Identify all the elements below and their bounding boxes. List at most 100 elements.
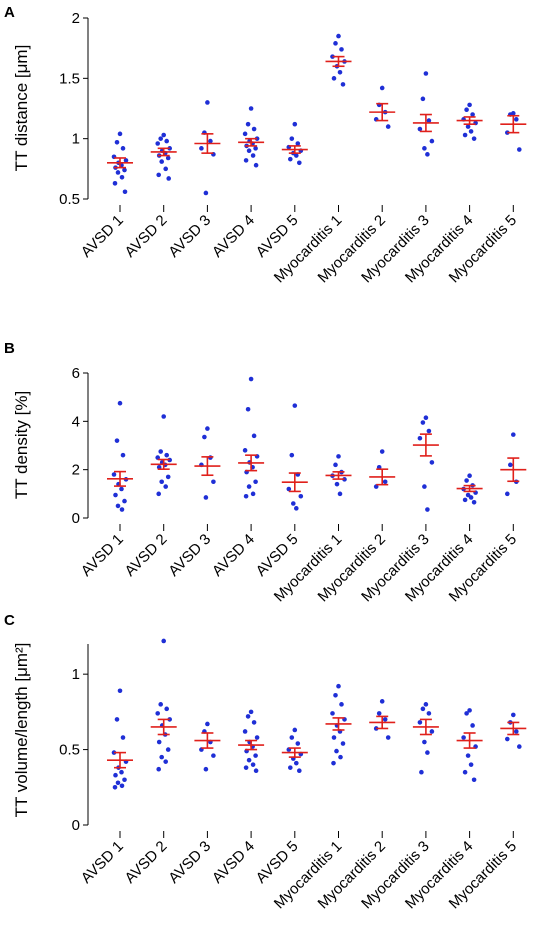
data-point <box>205 721 210 727</box>
data-point <box>465 753 471 758</box>
data-point <box>248 376 254 382</box>
data-point <box>425 152 430 157</box>
data-point <box>164 706 169 712</box>
data-point <box>158 702 163 707</box>
data-point <box>426 428 432 434</box>
data-point <box>294 506 299 511</box>
data-point <box>471 136 477 141</box>
x-tick-label: AVSD 4 <box>209 838 258 887</box>
y-axis-label: TT volume/length [μm²] <box>12 643 31 818</box>
data-point <box>338 754 343 760</box>
data-point <box>292 403 298 408</box>
data-point <box>119 174 125 180</box>
data-point <box>429 729 435 734</box>
data-point <box>420 420 426 425</box>
data-point <box>120 452 126 458</box>
data-point <box>385 735 391 740</box>
x-tick-label: AVSD 1 <box>78 838 127 887</box>
data-point <box>242 131 248 137</box>
data-point <box>331 760 336 766</box>
data-point <box>246 757 252 763</box>
data-point <box>159 754 164 760</box>
data-point <box>112 784 118 790</box>
data-point <box>291 501 296 506</box>
data-point <box>336 683 341 689</box>
data-point <box>470 112 475 117</box>
data-point <box>254 735 260 740</box>
data-point <box>245 406 251 412</box>
data-point <box>119 783 125 789</box>
data-point <box>511 712 516 718</box>
data-point <box>467 708 472 713</box>
data-point <box>161 414 166 419</box>
data-point <box>117 131 123 137</box>
data-point <box>379 449 385 454</box>
data-point <box>382 717 388 722</box>
data-point <box>464 478 469 483</box>
data-point <box>251 720 257 725</box>
data-point <box>163 759 168 764</box>
data-point <box>423 702 429 707</box>
data-point <box>297 160 302 166</box>
data-point <box>511 432 516 437</box>
data-point <box>286 486 292 492</box>
data-point <box>114 438 120 443</box>
data-point <box>288 765 293 770</box>
data-point <box>112 181 118 186</box>
data-point <box>289 136 295 141</box>
x-tick-label: AVSD 2 <box>122 531 171 580</box>
data-point <box>467 473 472 479</box>
data-point <box>333 462 338 468</box>
data-point <box>111 472 117 477</box>
data-point <box>471 499 477 505</box>
data-point <box>114 717 120 722</box>
y-tick-label: 1.5 <box>59 70 80 87</box>
data-point <box>251 433 257 439</box>
data-point <box>508 462 513 468</box>
data-point <box>250 153 256 158</box>
data-point <box>462 769 468 775</box>
data-point <box>417 126 423 132</box>
panel-letter: B <box>4 340 15 357</box>
data-point <box>245 121 251 127</box>
data-point <box>203 495 209 500</box>
data-point <box>298 493 304 499</box>
data-point <box>297 768 302 773</box>
data-point <box>468 129 474 134</box>
data-point <box>429 460 435 465</box>
data-point <box>119 507 125 512</box>
data-point <box>114 139 120 145</box>
data-point <box>425 750 430 755</box>
data-point <box>253 479 258 485</box>
data-point <box>115 170 121 175</box>
y-tick-label: 2 <box>72 462 80 479</box>
x-tick-label: AVSD 1 <box>78 531 127 580</box>
data-point <box>337 491 343 497</box>
data-point <box>333 692 338 698</box>
data-point <box>122 777 127 783</box>
x-tick-label: AVSD 3 <box>165 531 214 580</box>
data-point <box>242 448 248 453</box>
data-point <box>292 121 298 127</box>
data-point <box>470 723 475 728</box>
data-point <box>113 772 118 778</box>
data-point <box>158 136 163 141</box>
data-point <box>250 762 256 767</box>
data-point <box>115 780 121 786</box>
data-point <box>156 739 162 745</box>
data-point <box>462 132 468 138</box>
data-point <box>246 484 252 489</box>
data-point <box>292 727 298 733</box>
data-point <box>211 753 216 758</box>
data-point <box>165 155 171 161</box>
data-point <box>159 479 164 485</box>
data-point <box>165 474 171 480</box>
data-point <box>422 146 427 151</box>
data-point <box>243 765 249 770</box>
data-point <box>426 711 432 716</box>
data-point <box>288 156 293 162</box>
x-tick-label: AVSD 3 <box>165 838 214 887</box>
data-point <box>163 166 168 172</box>
